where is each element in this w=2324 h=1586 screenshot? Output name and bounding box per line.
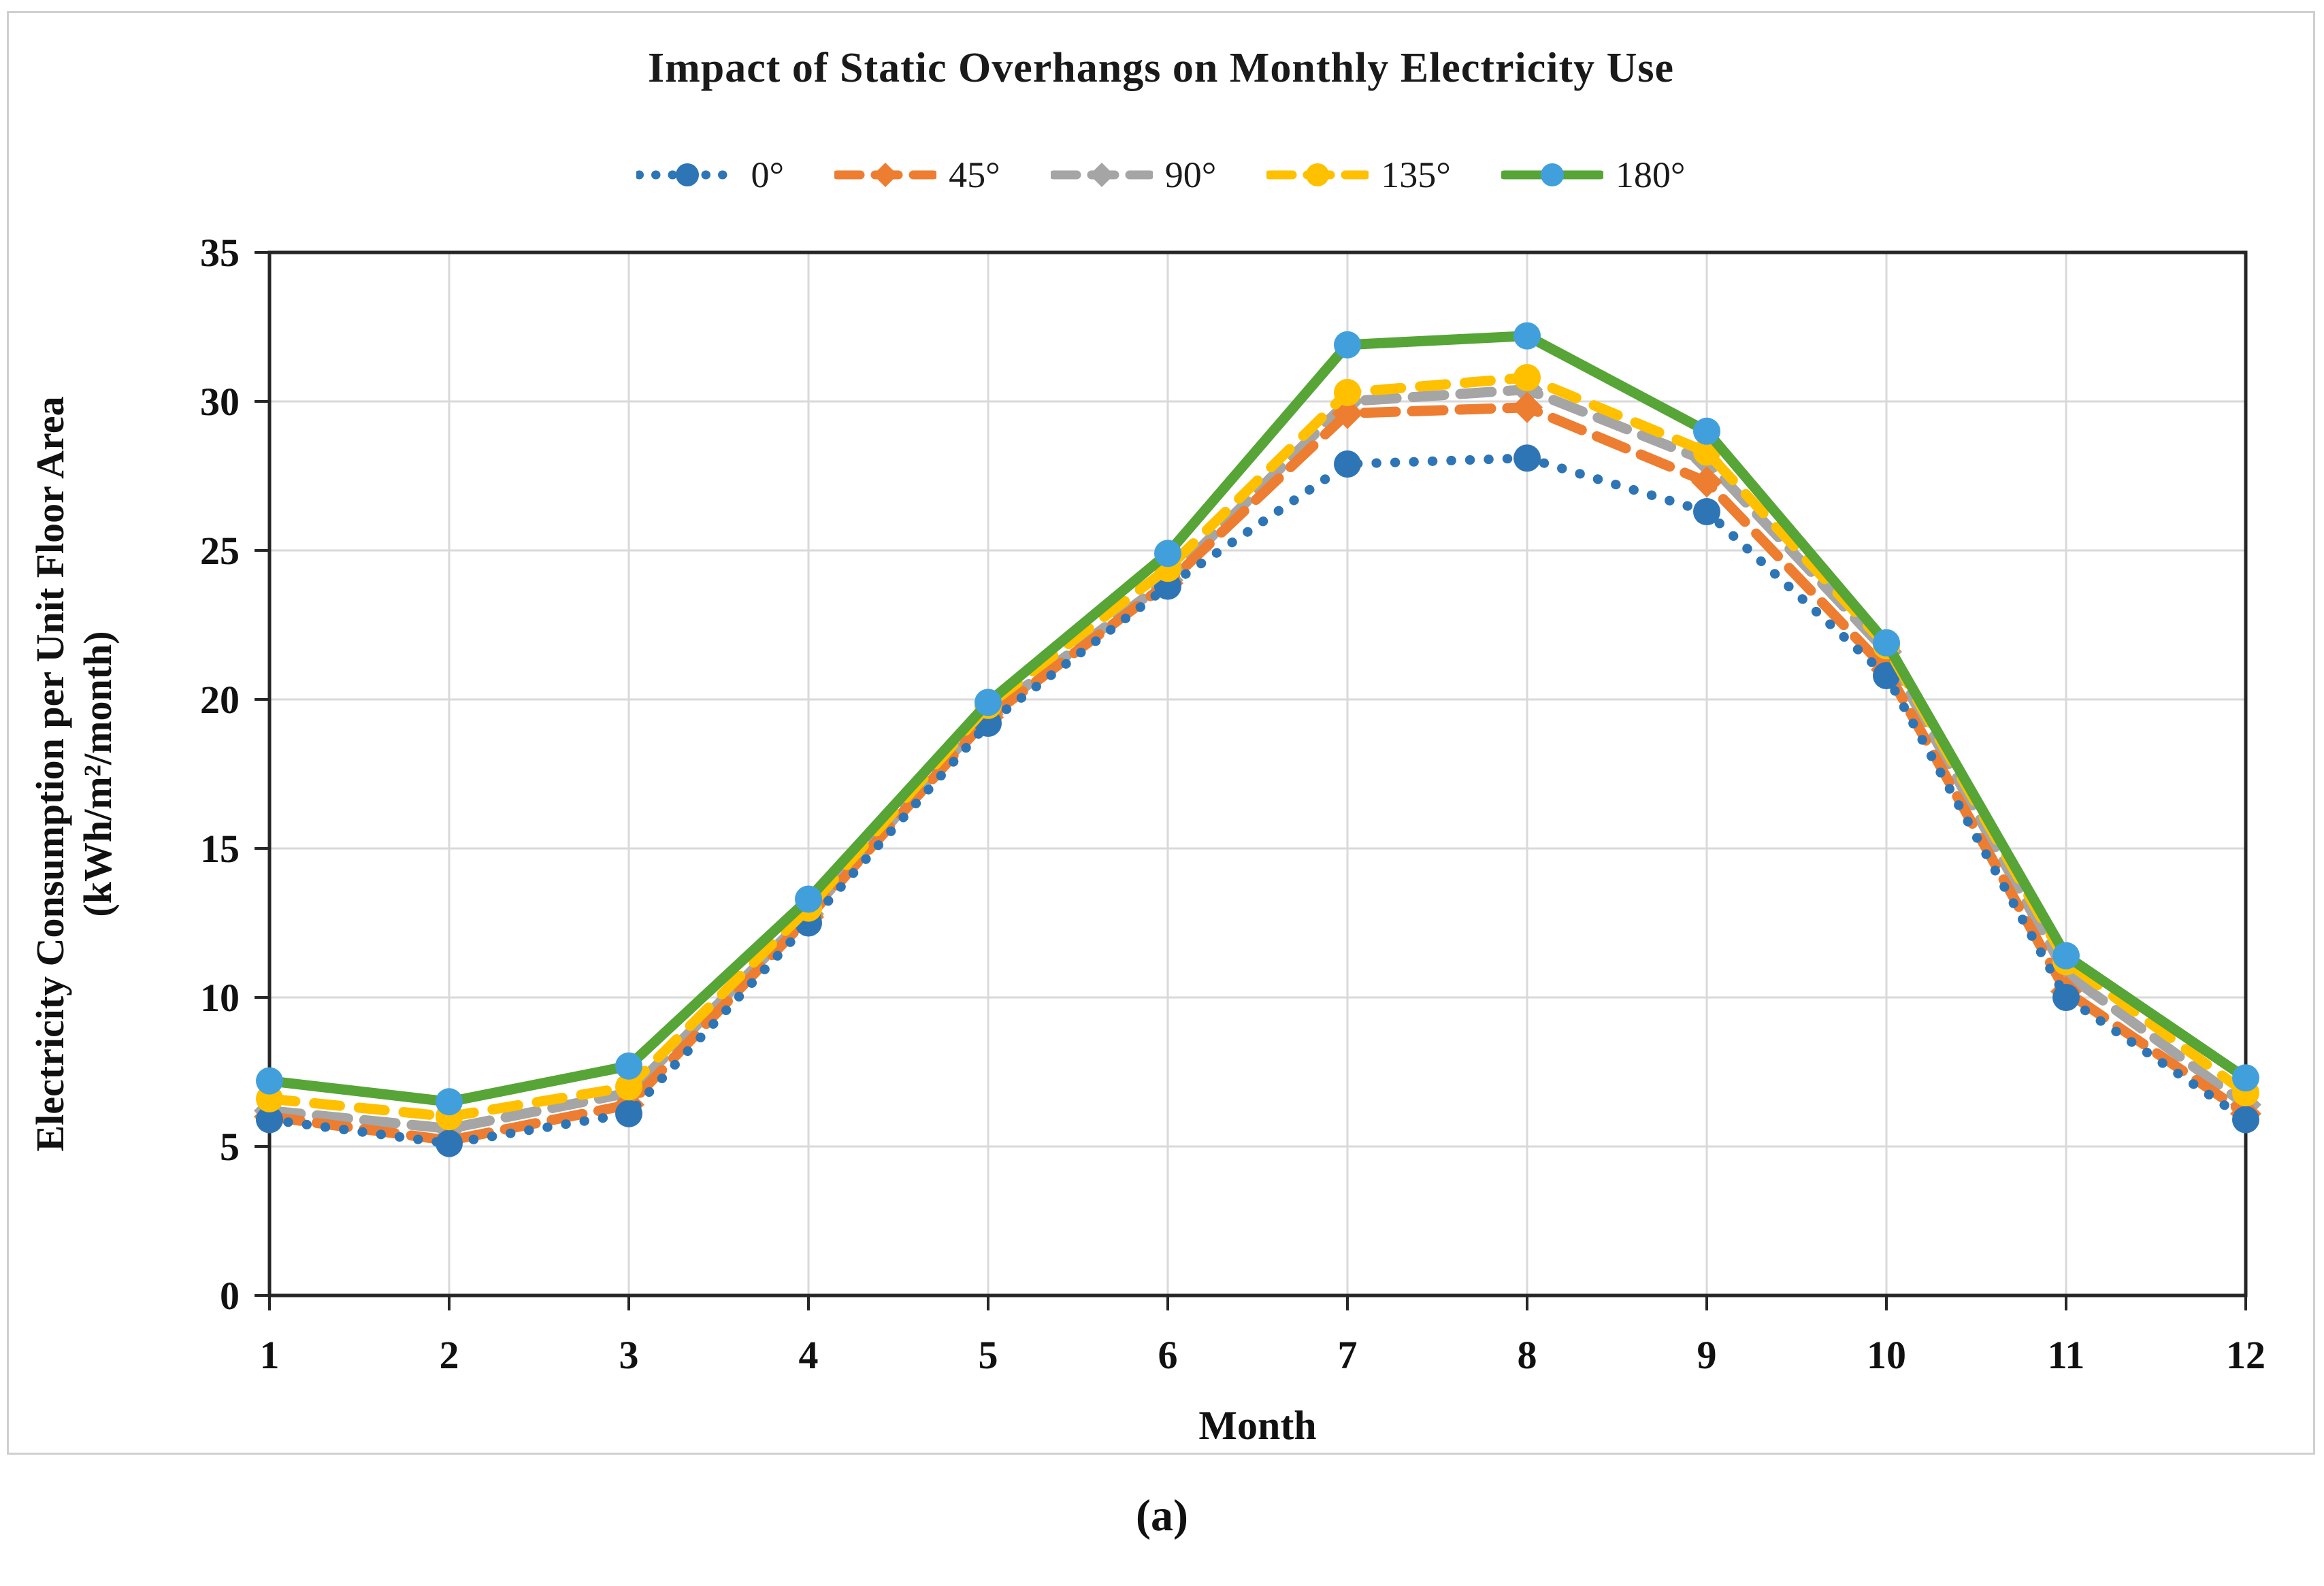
legend-label-135deg: 135° [1381,154,1451,195]
series-marker-180deg [1334,331,1361,359]
legend: 0° 45° 90° 135° 180° [9,141,2313,209]
series-marker-135deg [1334,378,1361,406]
x-tick-label: 9 [1697,1333,1717,1377]
legend-item-180deg: 180° [1501,154,1686,196]
figure-caption: (a) [1136,1491,1188,1540]
legend-swatch-180deg [1501,163,1603,186]
legend-item-0deg: 0° [636,154,784,196]
series-marker-180deg [2052,942,2080,970]
legend-label-90deg: 90° [1164,154,1217,195]
legend-label-180deg: 180° [1615,154,1686,195]
series-marker-180deg [1154,540,1181,567]
y-tick-label: 15 [200,827,240,871]
series-marker-180deg [1873,629,1900,657]
legend-swatch-45deg [834,163,937,187]
x-tick-label: 4 [799,1333,819,1377]
y-axis-title-line1: Electricity Consumption per Unit Floor A… [28,397,72,1152]
y-tick-label: 10 [200,976,240,1020]
x-tick-label: 3 [619,1333,639,1377]
series-marker-45deg [1691,466,1722,498]
legend-swatch-135deg [1266,163,1369,186]
series-marker-180deg [1693,417,1720,445]
legend-item-135deg: 135° [1266,154,1451,196]
series-marker-180deg [2232,1064,2259,1092]
series-marker-180deg [795,885,822,913]
x-tick-label: 6 [1158,1333,1178,1377]
series-line-0deg [265,453,2251,1149]
y-tick-label: 30 [200,380,240,424]
chart-card: Impact of Static Overhangs on Monthly El… [7,11,2315,1455]
legend-item-90deg: 90° [1050,154,1217,196]
x-tick-label: 7 [1338,1333,1358,1377]
series-marker-0deg [256,1106,283,1134]
series-marker-135deg [1513,363,1541,391]
chart-title: Impact of Static Overhangs on Monthly El… [647,45,1675,91]
x-tick-label: 8 [1518,1333,1537,1377]
x-tick-label: 11 [2048,1333,2085,1377]
legend-item-45deg: 45° [834,154,1000,196]
y-tick-label: 35 [200,231,240,275]
series-marker-45deg [1511,391,1543,423]
series-marker-180deg [1513,322,1541,350]
series-marker-180deg [975,689,1002,716]
series-marker-0deg [436,1129,463,1157]
series-marker-0deg [1334,450,1361,478]
y-tick-label: 5 [220,1125,240,1169]
x-tick-label: 10 [1867,1333,1906,1377]
series-marker-180deg [256,1067,283,1095]
series-marker-180deg [615,1052,642,1080]
legend-label-0deg: 0° [751,154,785,195]
series-marker-180deg [436,1088,463,1116]
legend-swatch-0deg [636,163,739,186]
series-marker-0deg [1873,661,1900,689]
series-marker-0deg [615,1100,642,1127]
y-tick-label: 25 [200,529,240,573]
x-axis-title: Month [1198,1403,1316,1448]
series-marker-0deg [1693,498,1720,526]
legend-label-45deg: 45° [949,154,1000,195]
y-tick-label: 20 [200,678,240,722]
series-marker-0deg [2052,984,2080,1011]
plot-frame [267,250,2248,1298]
y-axis-title-line2: (kWh/m²/month) [76,631,120,916]
y-tick-label: 0 [220,1274,240,1318]
series-marker-0deg [1513,444,1541,472]
series-marker-135deg [615,1073,642,1101]
legend-swatch-90deg [1050,163,1153,187]
series-line-180deg [264,331,2251,1107]
x-tick-label: 1 [260,1333,280,1377]
x-tick-label: 2 [440,1333,459,1377]
x-tick-label: 12 [2226,1333,2265,1377]
series-line-45deg [264,402,2251,1146]
series-marker-0deg [2232,1106,2259,1134]
x-tick-label: 5 [979,1333,998,1377]
